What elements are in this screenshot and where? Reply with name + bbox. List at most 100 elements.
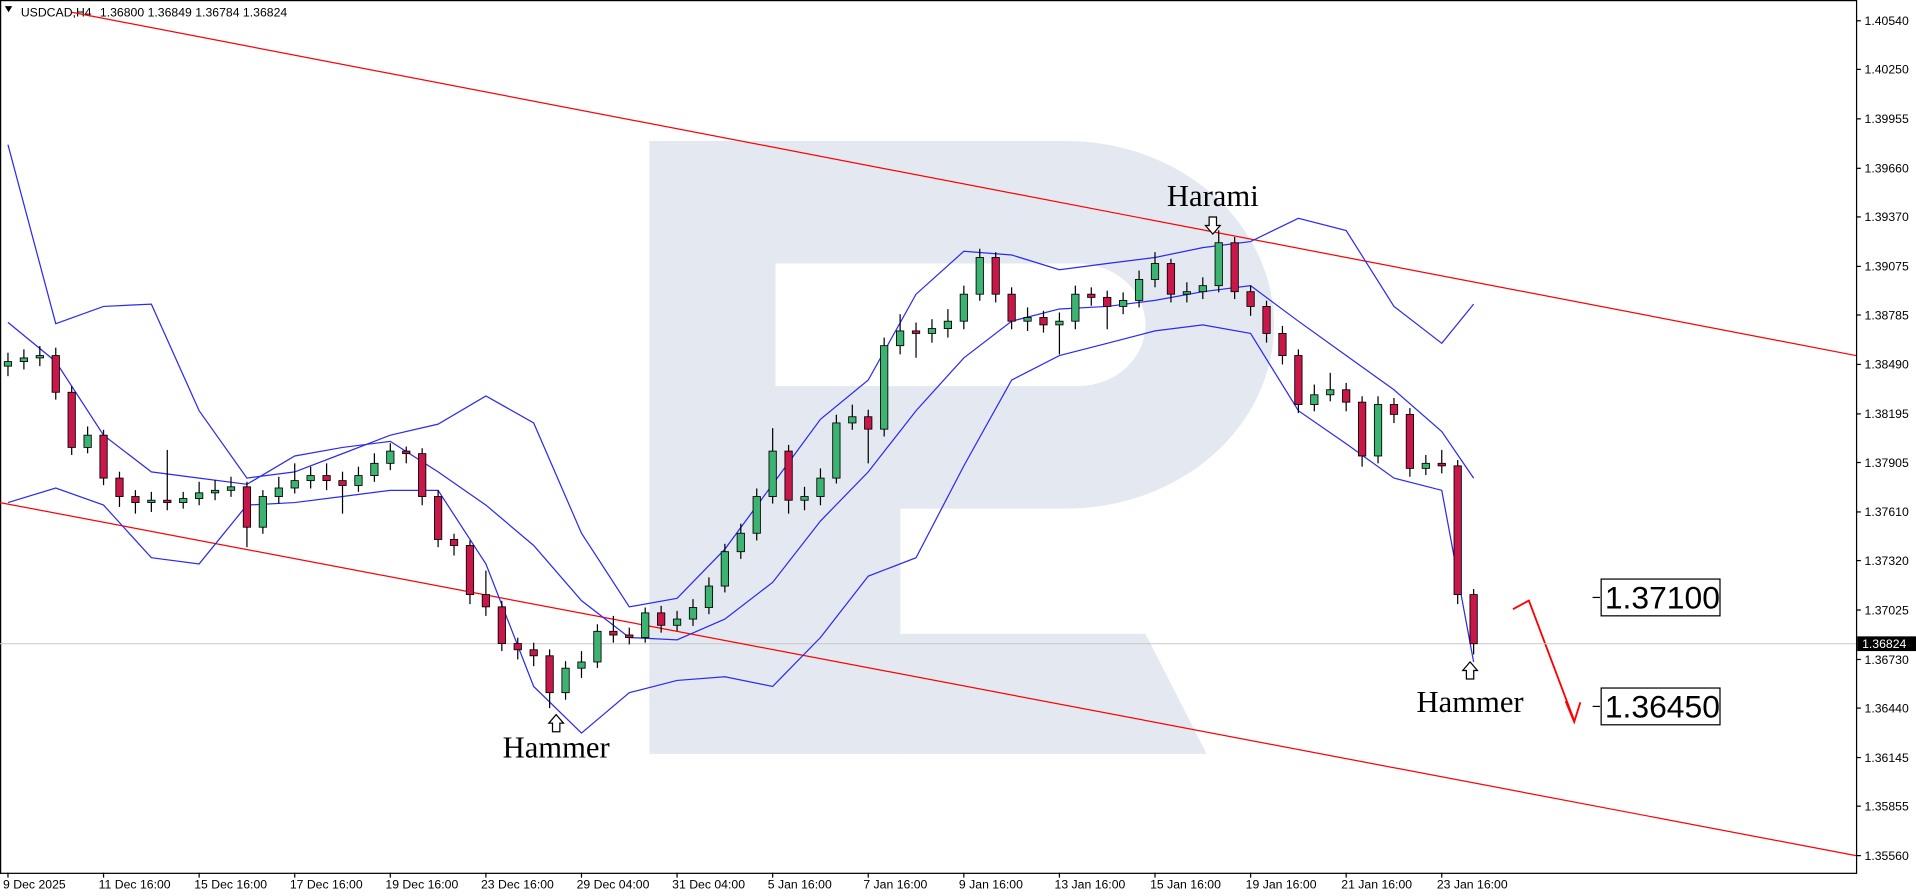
candle-body	[625, 634, 634, 638]
candle	[864, 409, 873, 464]
candle-body	[370, 462, 379, 477]
candle-body	[991, 257, 1000, 295]
candle	[290, 463, 299, 494]
candle-body	[163, 499, 172, 504]
x-tick-label: 19 Jan 16:00	[1246, 878, 1317, 892]
header: USDCAD,H4 1.36800 1.36849 1.36784 1.3682…	[21, 6, 288, 20]
candle-body	[1453, 465, 1462, 596]
candle	[99, 429, 108, 486]
candle	[434, 490, 443, 548]
candle	[1087, 287, 1096, 306]
candle-body	[481, 594, 491, 608]
candle	[975, 248, 984, 301]
candle-body	[1150, 263, 1160, 280]
candle	[449, 533, 459, 556]
quote: 1.36824	[243, 6, 287, 20]
candle-body	[927, 328, 937, 334]
candle-body	[561, 667, 570, 694]
y-tick-label: 1.39370	[1865, 210, 1909, 224]
candle-body	[274, 487, 283, 497]
candle	[688, 599, 698, 626]
candle	[609, 615, 618, 643]
x-tick-label: 9 Jan 16:00	[959, 878, 1023, 892]
quote: 1.36849	[148, 6, 192, 20]
candle	[226, 476, 236, 497]
candle-body	[1071, 293, 1080, 322]
candle	[641, 607, 650, 643]
candle	[1342, 382, 1351, 412]
symbol: USDCAD,H4	[21, 6, 92, 20]
candle-body	[975, 257, 984, 295]
candle	[768, 428, 777, 504]
candle-body	[545, 655, 554, 694]
x-tick-label: 15 Jan 16:00	[1150, 878, 1221, 892]
candle-body	[1278, 332, 1287, 356]
channel-line	[71, 11, 1857, 357]
candle-body	[1405, 413, 1415, 469]
last-price-label: 1.36824	[1862, 637, 1906, 651]
level-label: 1.37100	[1605, 579, 1720, 615]
candle-body	[1166, 263, 1176, 295]
candle-body	[704, 585, 714, 608]
x-tick-label: 5 Jan 16:00	[768, 878, 832, 892]
y-tick-label: 1.37905	[1865, 456, 1909, 470]
pattern-label: Harami	[1167, 179, 1259, 213]
candle	[274, 476, 283, 504]
candle	[131, 490, 140, 514]
candle	[704, 577, 714, 615]
candle-body	[577, 661, 586, 669]
candle-body	[752, 496, 761, 534]
candle	[672, 610, 682, 631]
y-tick-label: 1.37610	[1865, 505, 1909, 519]
candle	[338, 471, 347, 514]
candle	[513, 637, 522, 660]
candle	[911, 322, 921, 358]
level-box	[1600, 578, 1721, 617]
candle	[848, 404, 857, 430]
candle	[242, 481, 252, 548]
candle	[1405, 408, 1415, 477]
candle-body	[402, 450, 411, 455]
candle-body	[465, 545, 475, 596]
candle-body	[1246, 291, 1255, 307]
candle-body	[306, 475, 315, 482]
watermark-logo	[649, 140, 1275, 754]
candle	[577, 651, 586, 678]
candle-body	[816, 477, 825, 497]
pattern-label: Hammer	[503, 730, 610, 764]
candle	[1230, 237, 1239, 300]
x-tick-label: 13 Jan 16:00	[1055, 878, 1126, 892]
candle-body	[672, 618, 682, 626]
y-tick-label: 1.39075	[1865, 260, 1909, 274]
y-tick-label: 1.37025	[1865, 603, 1909, 617]
candle-body	[1198, 285, 1207, 293]
candle-body	[1214, 242, 1223, 287]
candle-body	[354, 475, 363, 486]
candle	[1437, 449, 1446, 474]
candle-body	[1294, 355, 1303, 405]
candle-body	[1342, 389, 1351, 403]
candle-body	[131, 496, 140, 504]
candle	[816, 468, 825, 506]
candle-body	[768, 450, 777, 497]
candle-body	[688, 607, 698, 620]
candle	[67, 386, 76, 455]
candle-body	[1039, 317, 1048, 326]
quote: 1.36800	[100, 6, 144, 20]
candle	[1039, 310, 1048, 333]
candle	[163, 449, 172, 511]
y-tick-label: 1.40540	[1865, 14, 1909, 28]
candle	[784, 444, 793, 514]
candle	[3, 352, 13, 377]
logo-leg	[900, 633, 1207, 754]
candle-body	[864, 416, 873, 430]
band-upper	[7, 144, 1475, 608]
candle-body	[1262, 306, 1271, 334]
x-tick-label: 21 Jan 16:00	[1341, 878, 1412, 892]
candle	[1150, 252, 1160, 288]
x-tick-label: 15 Dec 16:00	[194, 878, 267, 892]
candle	[720, 543, 729, 593]
candle	[418, 448, 427, 506]
y-tick-label: 1.37320	[1865, 554, 1909, 568]
